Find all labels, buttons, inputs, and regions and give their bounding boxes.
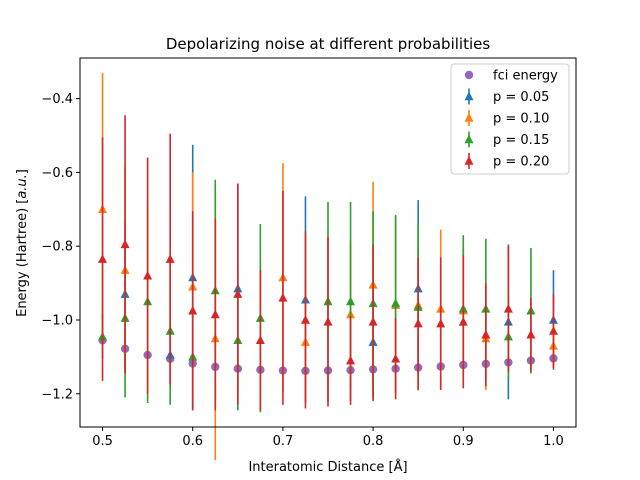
legend-marker-triangle (464, 91, 474, 101)
data-point (233, 289, 243, 298)
x-tick-label: 0.7 (273, 434, 294, 449)
y-tick-label: −1.0 (41, 313, 73, 328)
data-point (391, 353, 401, 363)
data-point (165, 254, 175, 263)
legend-label: p = 0.05 (493, 90, 549, 105)
data-point (481, 329, 491, 339)
x-axis: 0.5 0.6 0.7 0.8 0.9 1.0 (92, 427, 564, 449)
x-tick-label: 0.6 (182, 434, 203, 449)
data-point (98, 254, 108, 263)
legend-label: p = 0.15 (493, 133, 549, 148)
legend-marker-triangle (464, 156, 474, 165)
data-point (278, 292, 288, 302)
data-point (255, 335, 265, 345)
data-point (323, 316, 333, 326)
data-point (188, 305, 198, 315)
data-point (346, 355, 356, 365)
data-point (503, 303, 513, 313)
data-point (526, 329, 536, 339)
y-tick-label: −0.8 (41, 240, 73, 255)
data-point (300, 314, 310, 324)
legend-label: p = 0.10 (493, 112, 549, 127)
legend-marker-triangle (464, 134, 474, 144)
y-axis-label: Energy (Hartree) [a.u.] (15, 169, 30, 317)
y-tick-label: −0.6 (41, 166, 73, 181)
y-tick-label: −1.2 (41, 387, 73, 402)
data-point (391, 298, 401, 308)
data-point (120, 239, 130, 249)
data-point (346, 296, 356, 306)
x-tick-label: 0.5 (92, 434, 113, 449)
series-p-3 (98, 115, 558, 411)
data-point (368, 316, 378, 326)
data-point (143, 270, 153, 280)
x-tick-label: 1.0 (543, 434, 564, 449)
legend: fci energy p = 0.05 p = 0.10 p = 0.15 p = 0.… (450, 63, 570, 175)
x-tick-label: 0.8 (363, 434, 384, 449)
data-point (413, 318, 423, 328)
data-point (458, 316, 468, 326)
legend-marker-triangle (464, 113, 474, 122)
x-tick-label: 0.9 (453, 434, 474, 449)
data-point (210, 309, 220, 319)
y-tick-label: −0.4 (41, 92, 73, 107)
x-axis-label: Interatomic Distance [Å] (248, 459, 407, 475)
legend-marker-dot (464, 70, 474, 80)
legend-box (450, 63, 570, 175)
plot-frame (79, 57, 577, 428)
legend-label: p = 0.20 (493, 155, 549, 170)
plot-area (98, 72, 558, 461)
data-point (436, 318, 446, 328)
y-axis: −1.2 −1.0 −0.8 −0.6 −0.4 (41, 92, 80, 402)
legend-label: fci energy (493, 69, 558, 84)
series-fci-energy (98, 336, 558, 376)
chart-title: Depolarizing noise at different probabil… (166, 35, 491, 53)
data-point (548, 326, 558, 335)
